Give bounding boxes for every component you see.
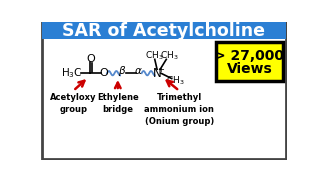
- Text: +: +: [157, 65, 164, 74]
- FancyBboxPatch shape: [42, 22, 286, 159]
- Text: $\mathsf{CH_3}$: $\mathsf{CH_3}$: [145, 50, 163, 62]
- Text: Views: Views: [227, 62, 272, 76]
- Text: $\mathsf{CH_3}$: $\mathsf{CH_3}$: [166, 75, 185, 87]
- FancyBboxPatch shape: [216, 42, 283, 81]
- Text: $\mathsf{CH_3}$: $\mathsf{CH_3}$: [160, 50, 179, 62]
- Text: SAR of Acetylcholine: SAR of Acetylcholine: [62, 22, 266, 40]
- Text: $\beta$: $\beta$: [118, 64, 127, 78]
- Text: Trimethyl
ammonium ion
(Onium group): Trimethyl ammonium ion (Onium group): [144, 93, 214, 126]
- Text: O: O: [100, 68, 108, 78]
- Text: Acetyloxy
group: Acetyloxy group: [50, 93, 96, 114]
- Text: O: O: [86, 54, 95, 64]
- Text: N: N: [153, 67, 162, 80]
- Text: Ethylene
bridge: Ethylene bridge: [97, 93, 139, 114]
- Text: > 27,000: > 27,000: [214, 49, 284, 63]
- FancyBboxPatch shape: [42, 22, 286, 39]
- Text: $\mathsf{H_3C}$: $\mathsf{H_3C}$: [61, 66, 82, 80]
- Text: $\alpha$: $\alpha$: [134, 66, 143, 76]
